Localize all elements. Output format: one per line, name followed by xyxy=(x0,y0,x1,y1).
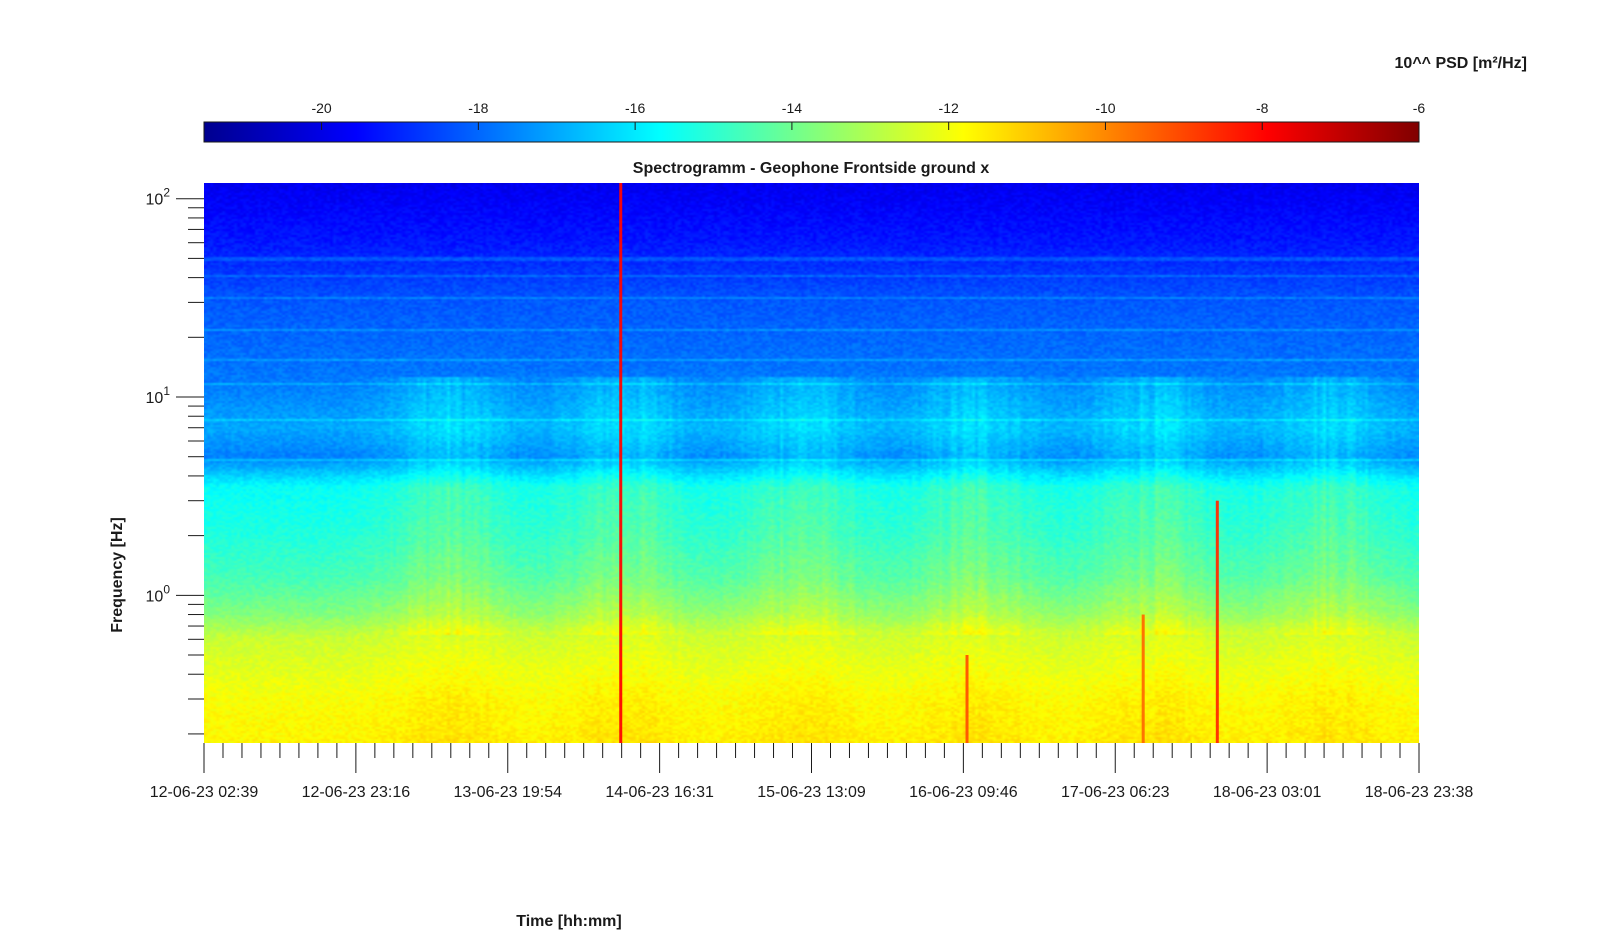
colorbar-tick-label: -10 xyxy=(1095,100,1115,116)
colorbar: 10^^ PSD [m²/Hz] -20 -18 -16 -14 -12 -10 -8 -6 xyxy=(203,55,1527,143)
colorbar-tick-label: -6 xyxy=(1413,100,1426,116)
y-tick-base: 10 xyxy=(146,390,164,407)
colorbar-gradient xyxy=(203,121,1420,143)
y-tick-base: 10 xyxy=(146,192,164,209)
transient-event-mark xyxy=(965,655,969,743)
transient-events xyxy=(619,183,1219,743)
x-tick-label: 13-06-23 19:54 xyxy=(453,784,562,801)
x-axis-label: Time [hh:mm] xyxy=(516,913,621,930)
x-tick-label: 16-06-23 09:46 xyxy=(909,784,1018,801)
y-tick-label: 102 xyxy=(146,186,171,209)
x-tick-label: 12-06-23 02:39 xyxy=(150,784,259,801)
transient-event-mark xyxy=(1215,500,1219,743)
colorbar-tick-label: -16 xyxy=(625,100,645,116)
colorbar-tick-label: -14 xyxy=(782,100,802,116)
chart-title: Spectrogramm - Geophone Frontside ground… xyxy=(633,160,990,177)
colorbar-ticks: -20 -18 -16 -14 -12 -10 -8 -6 xyxy=(311,100,1425,130)
colorbar-tick-label: -20 xyxy=(311,100,331,116)
colorbar-tick-label: -12 xyxy=(939,100,959,116)
colorbar-label: 10^^ PSD [m²/Hz] xyxy=(1395,55,1527,72)
y-tick-label: 100 xyxy=(146,582,171,605)
x-tick-label: 12-06-23 23:16 xyxy=(302,784,411,801)
transient-event-mark xyxy=(1141,614,1145,743)
y-tick-exponent: 1 xyxy=(163,384,170,398)
x-tick-label: 14-06-23 16:31 xyxy=(605,784,714,801)
y-tick-exponent: 0 xyxy=(163,582,170,596)
spectrogram-heatmap xyxy=(204,183,1419,743)
y-tick-base: 10 xyxy=(146,588,164,605)
x-axis: 12-06-23 02:39 12-06-23 23:16 13-06-23 19:… xyxy=(150,743,1474,801)
y-tick-label: 101 xyxy=(146,384,171,407)
y-tick-exponent: 2 xyxy=(163,186,170,200)
plot-area xyxy=(204,183,1419,743)
x-tick-label: 15-06-23 13:09 xyxy=(757,784,866,801)
x-tick-label: 18-06-23 03:01 xyxy=(1213,784,1322,801)
x-tick-label: 18-06-23 23:38 xyxy=(1365,784,1474,801)
y-axis-label: Frequency [Hz] xyxy=(109,517,126,633)
colorbar-tick-label: -18 xyxy=(468,100,488,116)
x-tick-label: 17-06-23 06:23 xyxy=(1061,784,1170,801)
colorbar-tick-label: -8 xyxy=(1256,100,1269,116)
transient-event-mark xyxy=(619,183,623,743)
